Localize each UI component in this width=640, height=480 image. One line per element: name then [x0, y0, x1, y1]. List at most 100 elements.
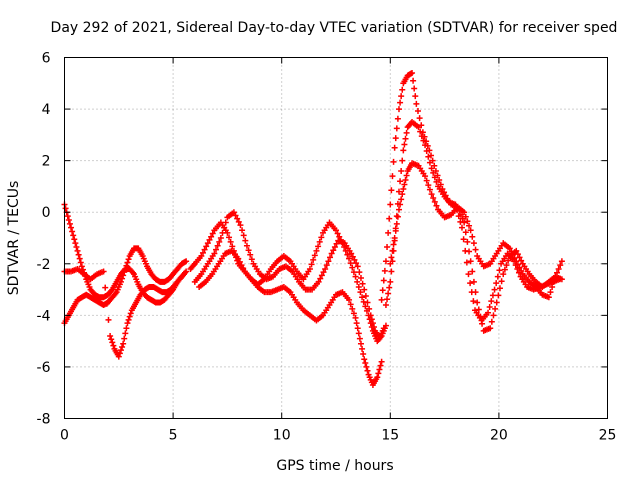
data-point	[387, 278, 394, 285]
data-point	[77, 259, 84, 266]
data-point	[428, 165, 435, 172]
data-point	[359, 345, 366, 352]
data-point	[389, 247, 396, 254]
data-point	[547, 289, 554, 296]
data-point	[126, 313, 133, 320]
y-tick-label: -6	[37, 360, 51, 376]
data-point	[426, 159, 433, 166]
data-point	[311, 252, 318, 259]
data-point	[235, 255, 242, 262]
data-point	[64, 213, 71, 220]
data-point	[102, 284, 109, 291]
data-point	[386, 215, 393, 222]
data-point	[103, 300, 110, 307]
data-point	[357, 274, 364, 281]
data-point	[410, 77, 417, 84]
data-point	[461, 219, 468, 226]
data-point	[387, 260, 394, 267]
data-point	[550, 278, 557, 285]
data-point	[460, 236, 467, 243]
data-point	[385, 290, 392, 297]
data-point	[469, 268, 476, 275]
data-point	[119, 343, 126, 350]
data-point	[422, 142, 429, 149]
data-point	[230, 209, 237, 216]
data-point	[349, 305, 356, 312]
data-point	[388, 268, 395, 275]
data-point	[318, 234, 325, 241]
data-point	[327, 254, 334, 261]
data-point	[248, 256, 255, 263]
data-point	[357, 289, 364, 296]
x-tick-label: 10	[273, 428, 291, 444]
y-tick-label: -2	[37, 257, 51, 273]
data-point	[386, 284, 393, 291]
data-point	[470, 240, 477, 247]
y-tick-label: 2	[42, 154, 51, 170]
data-point	[495, 292, 502, 299]
data-marks	[61, 69, 565, 388]
y-tick-label: 4	[42, 102, 51, 118]
data-point	[180, 271, 187, 278]
data-point	[467, 258, 474, 265]
data-point	[415, 124, 422, 131]
data-point	[399, 86, 406, 93]
data-point	[423, 177, 430, 184]
data-point	[467, 227, 474, 234]
data-point	[490, 312, 497, 319]
data-point	[412, 93, 419, 100]
data-point	[382, 258, 389, 265]
data-point	[458, 224, 465, 231]
data-point	[382, 302, 389, 309]
data-point	[403, 172, 410, 179]
data-point	[107, 332, 114, 339]
data-point	[364, 299, 371, 306]
y-tick-label: 6	[42, 51, 51, 67]
data-point	[318, 272, 325, 279]
data-point	[78, 263, 85, 270]
data-point	[493, 299, 500, 306]
data-point	[353, 320, 360, 327]
data-point	[513, 258, 520, 265]
data-point	[430, 195, 437, 202]
data-point	[240, 265, 247, 272]
data-point	[399, 157, 406, 164]
data-point	[315, 243, 322, 250]
data-point	[353, 260, 360, 267]
data-point	[308, 261, 315, 268]
data-point	[364, 367, 371, 374]
data-point	[498, 278, 505, 285]
data-point	[369, 320, 376, 327]
data-point	[124, 259, 131, 266]
data-point	[475, 306, 482, 313]
data-point	[413, 100, 420, 107]
data-point	[470, 278, 477, 285]
data-point	[392, 135, 399, 142]
x-tick-label: 5	[169, 428, 178, 444]
data-point	[391, 144, 398, 151]
data-point	[395, 188, 402, 195]
data-point	[486, 303, 493, 310]
data-point	[395, 106, 402, 113]
data-point	[234, 215, 241, 222]
data-point	[420, 137, 427, 144]
data-point	[237, 222, 244, 229]
y-tick-label: -4	[37, 308, 51, 324]
data-point	[494, 273, 501, 280]
data-point	[247, 251, 254, 258]
data-point	[470, 298, 477, 305]
data-point	[461, 209, 468, 216]
data-point	[414, 108, 421, 115]
data-point	[109, 339, 116, 346]
data-point	[243, 242, 250, 249]
data-point	[206, 236, 213, 243]
data-point	[346, 296, 353, 303]
data-point	[491, 286, 498, 293]
data-point	[375, 370, 382, 377]
data-point	[384, 244, 391, 251]
data-point	[204, 240, 211, 247]
x-tick-label: 0	[60, 428, 69, 444]
data-point	[236, 258, 243, 265]
data-point	[388, 187, 395, 194]
data-point	[428, 191, 435, 198]
